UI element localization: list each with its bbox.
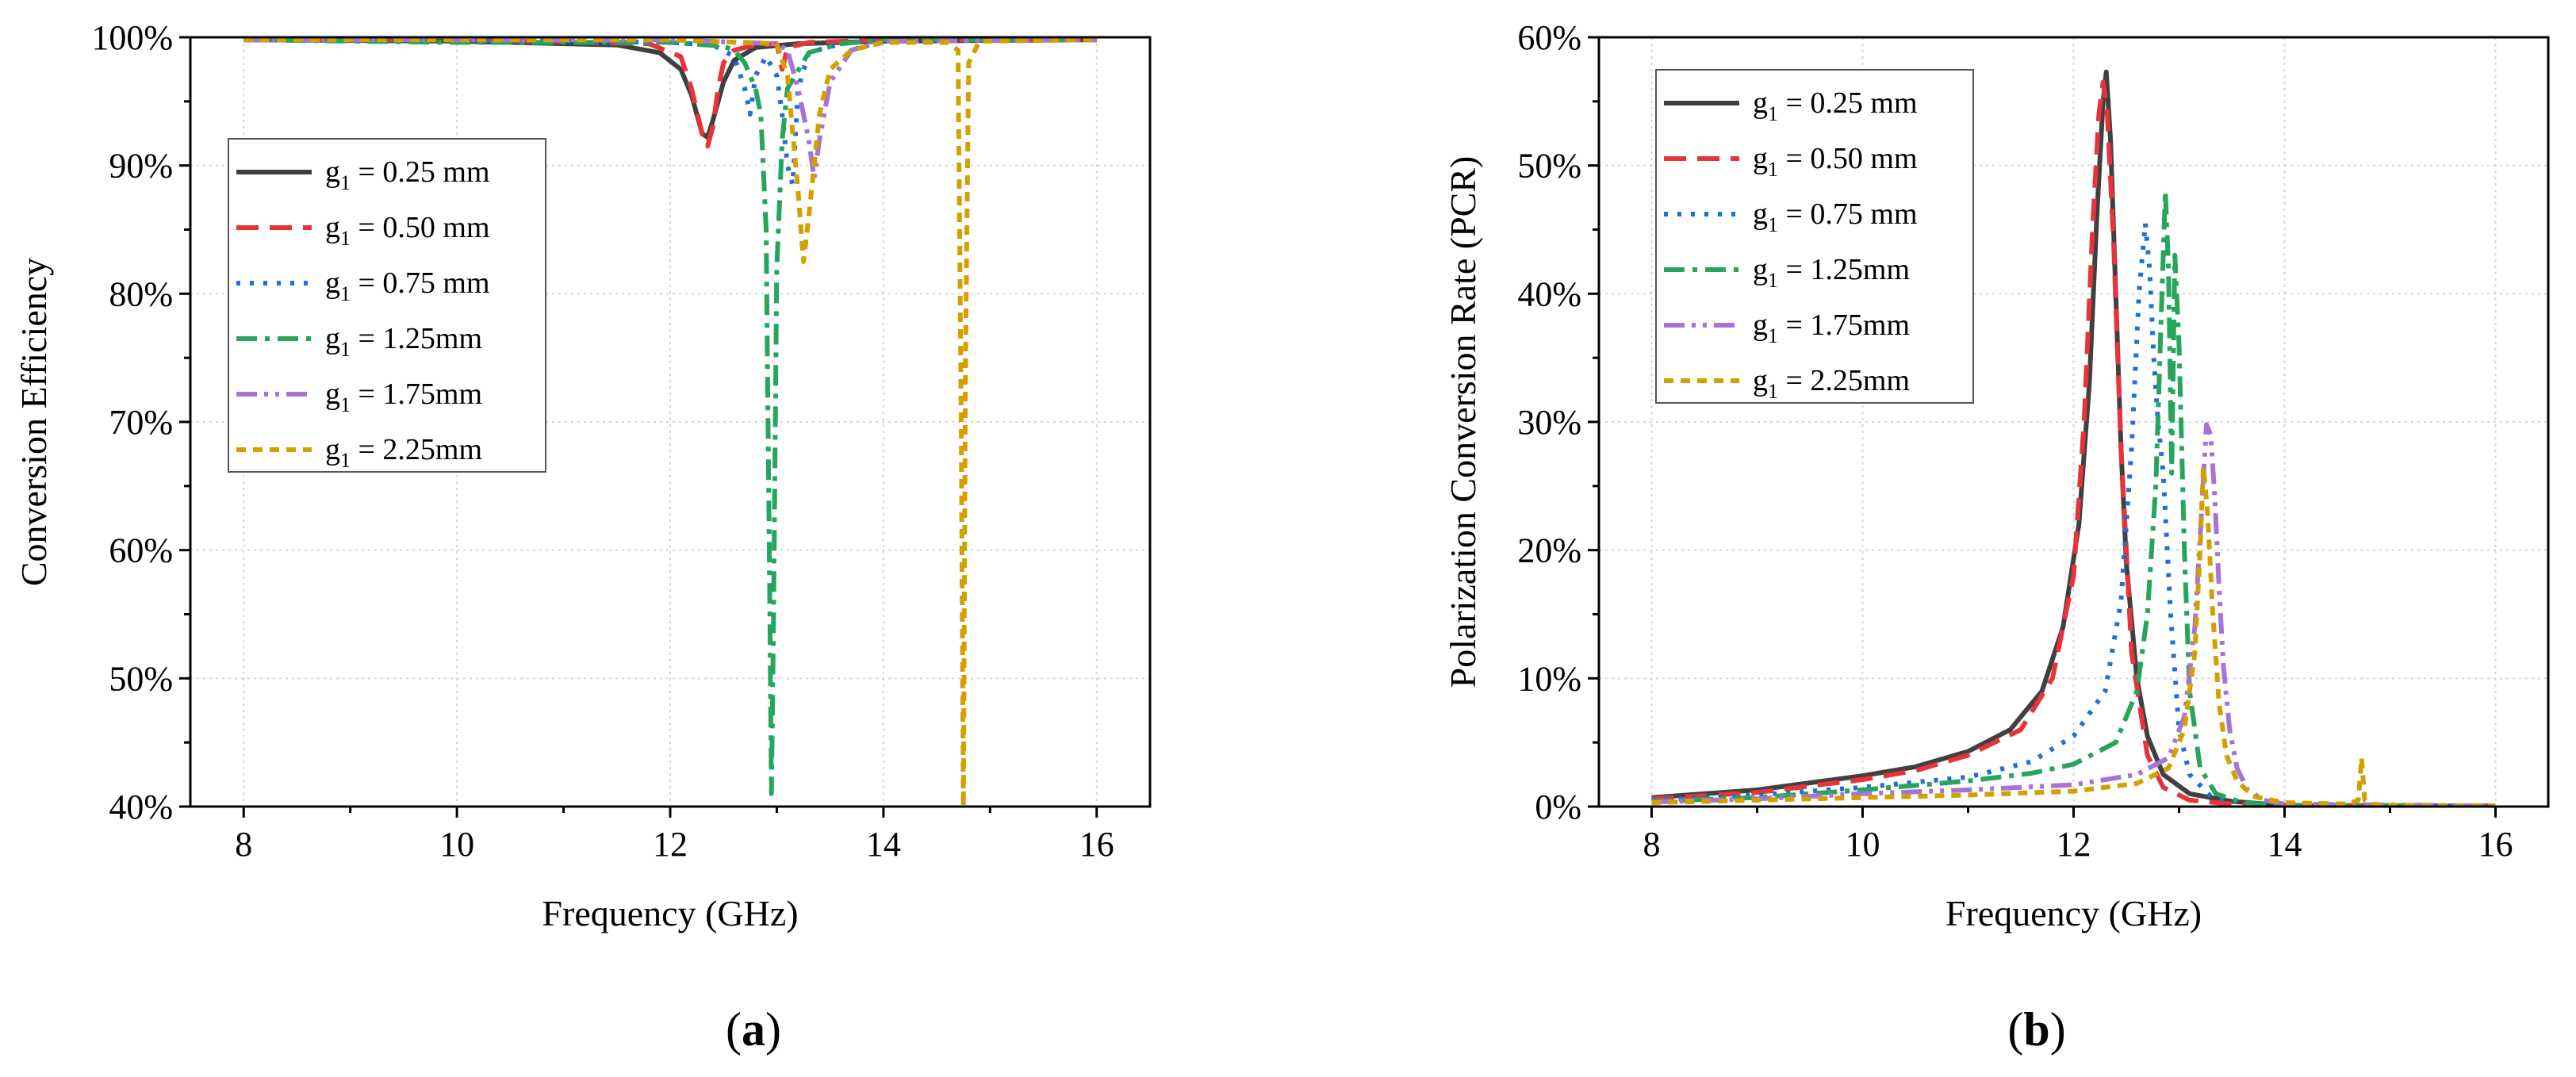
x-tick-label: 16 — [1079, 825, 1114, 864]
series-line-2 — [243, 37, 1097, 149]
legend-label-2: g1 = 0.50 mm — [325, 211, 490, 250]
y-tick-label: 50% — [109, 659, 173, 698]
legend-label-1: g1 = 0.25 mm — [325, 155, 490, 194]
legend-label-2: g1 = 0.50 mm — [1753, 142, 1918, 181]
chart-panel-b: 8 10 12 14 16 0% 10% 20% 30% 40% 50% 60% Frequency (… — [1443, 18, 2550, 933]
x-tick-label: 16 — [2478, 825, 2513, 864]
y-tick-label: 10% — [1517, 659, 1581, 698]
y-tick-label: 70% — [109, 403, 173, 442]
legend-box — [228, 138, 546, 473]
y-tick-label: 60% — [1517, 18, 1581, 57]
legend-label-6: g1 = 2.25mm — [1753, 364, 1910, 403]
x-tick-label: 8 — [235, 825, 252, 864]
legend-label-1: g1 = 0.25 mm — [1753, 86, 1918, 125]
series-line-1 — [243, 37, 1097, 140]
panel-label-a: (a) — [726, 1003, 781, 1056]
x-tick-label: 8 — [1643, 825, 1661, 864]
series-line-4 — [243, 37, 1097, 796]
x-axis-title: Frequency (GHz) — [542, 893, 798, 933]
panel-label-b: (b) — [2007, 1003, 2065, 1056]
series-line-6 — [1651, 464, 2496, 807]
y-tick-label: 100% — [91, 18, 173, 57]
legend-label-3: g1 = 0.75 mm — [1753, 197, 1918, 236]
series-group — [1651, 69, 2496, 807]
x-tick-label: 14 — [2267, 825, 2302, 864]
y-tick-label: 30% — [1517, 403, 1581, 442]
legend: g1 = 0.25 mm g1 = 0.50 mm g1 = 0.75 mm g1 =… — [1655, 69, 1974, 404]
x-axis-title: Frequency (GHz) — [1945, 893, 2202, 933]
chart-panel-a: 8 10 12 14 16 40% 50% 60% 70% 80% 90% 100% Frequency… — [13, 18, 1152, 933]
y-axis-title: Polarization Conversion Rate (PCR) — [1443, 156, 1483, 688]
y-tick-label: 90% — [109, 147, 173, 186]
y-tick-label: 20% — [1517, 531, 1581, 570]
legend-label-3: g1 = 0.75 mm — [325, 266, 490, 305]
legend-label-5: g1 = 1.75mm — [1753, 309, 1910, 347]
legend-label-4: g1 = 1.25mm — [325, 322, 482, 361]
panel-letter-a: a — [742, 1003, 765, 1056]
legend-label-5: g1 = 1.75mm — [325, 378, 482, 416]
legend-label-4: g1 = 1.25mm — [1753, 253, 1910, 292]
y-tick-label: 40% — [1517, 274, 1581, 313]
legend-box — [1655, 69, 1974, 404]
x-tick-label: 10 — [1846, 825, 1880, 864]
x-tick-label: 12 — [653, 825, 688, 864]
y-tick-label: 80% — [109, 274, 173, 313]
series-line-6 — [243, 37, 1097, 807]
legend-label-6: g1 = 2.25mm — [325, 433, 482, 472]
series-line-4 — [1651, 189, 2496, 807]
series-line-5 — [1651, 422, 2496, 807]
y-tick-label: 60% — [109, 531, 173, 570]
y-tick-label: 50% — [1517, 147, 1581, 186]
legend: g1 = 0.25 mm g1 = 0.50 mm g1 = 0.75 mm g1 =… — [228, 138, 546, 473]
series-line-5 — [243, 37, 1097, 181]
x-tick-label: 12 — [2057, 825, 2091, 864]
x-tick-label: 10 — [439, 825, 474, 864]
x-tick-label: 14 — [866, 825, 901, 864]
y-tick-label: 0% — [1535, 788, 1581, 826]
y-tick-label: 40% — [109, 788, 173, 826]
panel-letter-b: b — [2023, 1003, 2049, 1056]
series-group — [243, 37, 1097, 807]
series-line-3 — [1651, 220, 2496, 807]
y-axis-title: Conversion Efficiency — [13, 258, 54, 586]
